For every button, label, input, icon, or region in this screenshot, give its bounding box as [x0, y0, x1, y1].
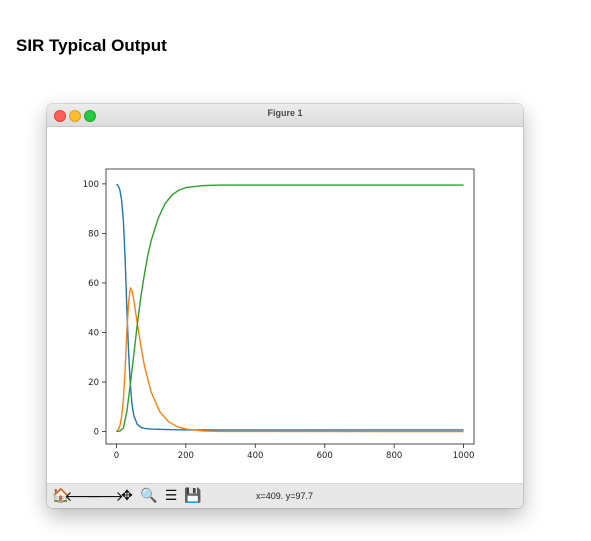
cursor-coordinates: x=409. y=97.7 — [256, 491, 314, 501]
plot-canvas[interactable]: 0 200 400 600 800 1000 0 20 40 60 80 100 — [47, 127, 523, 483]
y-tick-label: 40 — [88, 329, 99, 339]
x-tick-label: 600 — [317, 451, 333, 461]
forward-arrow-icon[interactable]: 🡒 — [86, 488, 124, 505]
page-title: SIR Typical Output — [16, 36, 167, 55]
configure-subplots-icon[interactable]: ☰ — [164, 488, 178, 504]
figure-window: Figure 1 0 200 400 600 800 1000 0 20 40 60 80 100 🏠… — [47, 104, 523, 508]
x-tick-label: 1000 — [453, 451, 475, 461]
maximize-window-button[interactable] — [84, 110, 96, 122]
axes-frame — [105, 168, 475, 445]
close-window-button[interactable] — [54, 110, 66, 122]
y-tick-label: 80 — [88, 229, 99, 239]
zoom-icon[interactable]: 🔍 — [140, 488, 158, 504]
y-tick-label: 20 — [88, 378, 99, 388]
y-tick-label: 60 — [88, 279, 99, 289]
sir-line-chart[interactable]: 0 200 400 600 800 1000 0 20 40 60 80 100 — [47, 127, 523, 483]
save-icon[interactable]: 💾 — [184, 488, 202, 504]
x-tick-label: 800 — [386, 451, 402, 461]
home-icon[interactable]: 🏠 — [52, 488, 70, 504]
susceptible-line — [115, 183, 464, 431]
infected-line — [115, 287, 464, 433]
x-tick-label: 0 — [114, 451, 119, 461]
y-tick-label: 100 — [83, 180, 99, 190]
window-titlebar[interactable]: Figure 1 — [47, 104, 523, 127]
pan-icon[interactable]: ✥ — [121, 488, 133, 504]
minimize-window-button[interactable] — [69, 110, 81, 122]
x-tick-label: 200 — [178, 451, 194, 461]
window-title: Figure 1 — [267, 108, 303, 118]
navigation-toolbar: 🏠 🡐 🡒 ✥ 🔍 ☰ 💾 x=409. y=97.7 — [47, 483, 523, 508]
y-tick-label: 0 — [94, 428, 99, 438]
recovered-line — [116, 184, 464, 433]
x-tick-label: 400 — [247, 451, 263, 461]
